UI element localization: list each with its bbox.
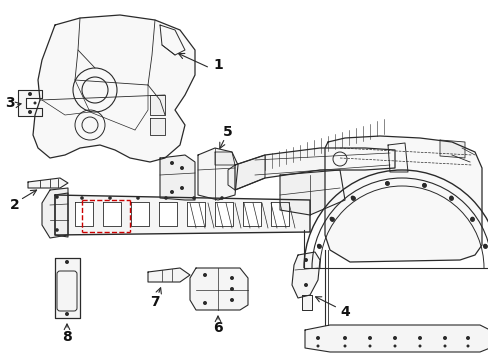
Polygon shape xyxy=(235,148,394,190)
Circle shape xyxy=(418,345,421,347)
Circle shape xyxy=(448,195,452,199)
Circle shape xyxy=(316,244,320,248)
Polygon shape xyxy=(150,95,164,115)
Polygon shape xyxy=(159,202,177,226)
Polygon shape xyxy=(280,170,345,215)
Circle shape xyxy=(65,312,69,316)
Circle shape xyxy=(170,161,174,165)
Text: 2: 2 xyxy=(10,198,20,212)
Circle shape xyxy=(220,196,224,200)
Polygon shape xyxy=(75,202,93,226)
Polygon shape xyxy=(18,90,42,116)
Polygon shape xyxy=(55,193,68,237)
Circle shape xyxy=(329,217,333,221)
Circle shape xyxy=(229,276,234,280)
Text: 5: 5 xyxy=(223,125,232,139)
Circle shape xyxy=(34,102,37,104)
Circle shape xyxy=(229,287,234,291)
Circle shape xyxy=(304,258,307,262)
Circle shape xyxy=(442,336,446,340)
Polygon shape xyxy=(103,202,121,226)
Circle shape xyxy=(482,244,486,248)
Circle shape xyxy=(229,298,234,302)
Polygon shape xyxy=(160,25,184,55)
Polygon shape xyxy=(270,202,288,226)
Circle shape xyxy=(192,196,195,200)
Circle shape xyxy=(304,283,307,287)
Circle shape xyxy=(342,336,346,340)
Circle shape xyxy=(203,301,206,305)
Circle shape xyxy=(108,196,112,200)
Polygon shape xyxy=(305,325,488,352)
Polygon shape xyxy=(186,202,204,226)
Polygon shape xyxy=(198,148,238,200)
Polygon shape xyxy=(243,202,261,226)
Circle shape xyxy=(55,195,59,199)
Polygon shape xyxy=(33,15,195,162)
Circle shape xyxy=(136,196,140,200)
Circle shape xyxy=(315,336,319,340)
Circle shape xyxy=(28,92,32,96)
Circle shape xyxy=(170,190,174,194)
Circle shape xyxy=(350,195,354,199)
Polygon shape xyxy=(387,143,407,172)
Polygon shape xyxy=(302,295,311,310)
Circle shape xyxy=(368,345,371,347)
Text: 3: 3 xyxy=(5,96,15,110)
Circle shape xyxy=(164,196,167,200)
Circle shape xyxy=(180,166,183,170)
Circle shape xyxy=(443,345,446,347)
Polygon shape xyxy=(131,202,149,226)
Circle shape xyxy=(65,260,69,264)
Circle shape xyxy=(55,228,59,232)
Circle shape xyxy=(316,345,319,347)
Circle shape xyxy=(393,345,396,347)
Polygon shape xyxy=(291,252,319,298)
Circle shape xyxy=(28,110,32,114)
Polygon shape xyxy=(150,118,164,135)
Polygon shape xyxy=(215,152,235,165)
Text: 6: 6 xyxy=(213,321,223,335)
Text: 7: 7 xyxy=(150,295,160,309)
Text: 8: 8 xyxy=(62,330,72,344)
Polygon shape xyxy=(28,178,68,188)
Circle shape xyxy=(465,336,469,340)
Circle shape xyxy=(392,336,396,340)
Circle shape xyxy=(417,336,421,340)
Text: 4: 4 xyxy=(340,305,349,319)
Polygon shape xyxy=(439,140,464,158)
Polygon shape xyxy=(148,268,190,282)
Circle shape xyxy=(343,345,346,347)
Polygon shape xyxy=(55,195,309,235)
Text: 1: 1 xyxy=(213,58,223,72)
Polygon shape xyxy=(160,155,195,200)
Polygon shape xyxy=(215,202,232,226)
Polygon shape xyxy=(42,188,68,238)
Polygon shape xyxy=(190,268,247,310)
Circle shape xyxy=(384,181,388,185)
Circle shape xyxy=(367,336,371,340)
Circle shape xyxy=(203,273,206,277)
Circle shape xyxy=(422,183,426,187)
Circle shape xyxy=(80,196,83,200)
Circle shape xyxy=(180,186,183,190)
Circle shape xyxy=(466,345,468,347)
Circle shape xyxy=(469,217,473,221)
Polygon shape xyxy=(325,136,481,262)
Polygon shape xyxy=(227,155,264,190)
Polygon shape xyxy=(55,258,80,318)
